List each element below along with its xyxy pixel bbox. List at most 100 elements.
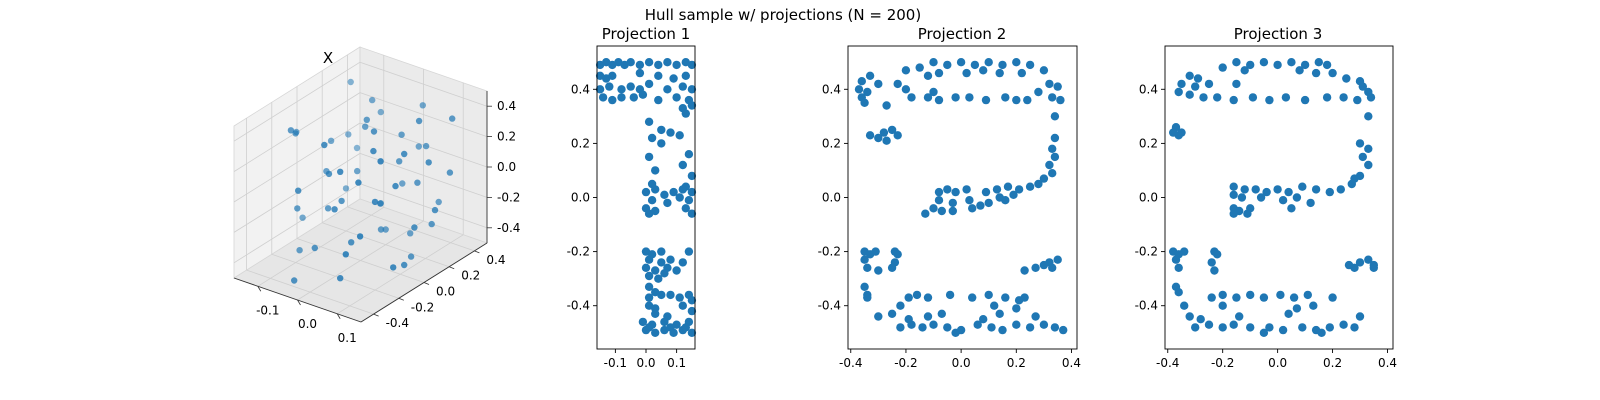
data-point: [1300, 95, 1310, 105]
data-point: [995, 68, 1004, 78]
data-point: [860, 282, 869, 291]
data-point: [968, 293, 977, 302]
data-point: [657, 139, 666, 148]
x-tick-label: 0.0: [952, 356, 971, 370]
data-point: [345, 131, 352, 138]
grid-line: [322, 222, 450, 268]
panel-projection-1: Projection 1 -0.1 0.0 0.1 -0.4 -0.2 0.0 0.2 0.4: [567, 25, 697, 370]
data-point: [635, 60, 645, 70]
data-point: [292, 130, 299, 137]
data-point: [678, 160, 687, 170]
data-point: [644, 209, 654, 218]
data-point: [1246, 60, 1255, 70]
x-tick-label: 0.0: [636, 356, 655, 370]
data-point: [1207, 293, 1216, 302]
grid-line: [347, 206, 475, 252]
data-point: [657, 290, 666, 300]
data-point: [687, 60, 697, 70]
data-point: [1031, 312, 1040, 321]
data-point: [1025, 323, 1035, 332]
data-point: [1364, 112, 1373, 121]
data-point: [1012, 304, 1021, 313]
data-point: [948, 206, 957, 216]
data-point: [1322, 60, 1332, 70]
data-point: [362, 123, 369, 130]
data-point: [1191, 82, 1200, 91]
grid-line: [359, 92, 488, 137]
data-point: [979, 315, 988, 324]
data-point: [411, 224, 418, 231]
data-point: [407, 253, 415, 260]
data-point: [1218, 323, 1227, 332]
data-point: [1213, 93, 1222, 102]
data-point: [1039, 66, 1049, 75]
data-point: [860, 98, 869, 108]
data-point: [325, 170, 333, 178]
data-point: [1287, 204, 1296, 213]
y-tick-label: -0.4: [567, 299, 590, 313]
data-point: [1284, 187, 1293, 197]
data-point: [598, 93, 608, 102]
data-point: [1311, 68, 1321, 78]
data-point: [687, 101, 697, 110]
y-tick-label: -0.2: [818, 245, 841, 259]
z-tick-label: 0.4: [497, 99, 516, 113]
data-point: [644, 152, 654, 162]
data-point: [1048, 263, 1057, 272]
data-point: [1347, 179, 1357, 189]
data-point: [595, 85, 605, 94]
data-point: [965, 196, 974, 205]
y-tick-label: -0.2: [411, 300, 434, 314]
data-point: [608, 71, 617, 81]
data-point: [684, 150, 694, 159]
data-point: [1174, 288, 1183, 297]
data-point: [923, 293, 933, 302]
data-point: [675, 193, 684, 202]
projection-3-title: Projection 3: [1234, 25, 1322, 43]
data-point: [1339, 320, 1348, 329]
data-point: [918, 323, 927, 332]
data-point: [331, 206, 338, 213]
data-point: [871, 247, 880, 256]
data-point: [1218, 301, 1227, 310]
data-point: [923, 312, 933, 321]
data-point: [296, 247, 303, 254]
data-point: [1355, 258, 1365, 267]
data-point: [1204, 320, 1214, 329]
data-point: [1336, 185, 1346, 194]
data-point: [1259, 328, 1269, 337]
data-point: [1180, 247, 1189, 256]
data-point: [1325, 323, 1335, 332]
data-point: [929, 87, 938, 97]
data-point: [1039, 260, 1049, 270]
data-point: [1251, 185, 1260, 194]
data-point: [657, 247, 666, 256]
y-tick-label: 0.2: [1139, 136, 1158, 150]
data-point: [415, 143, 422, 150]
y-tick-label: 0.2: [822, 136, 841, 150]
x-tick-label: 0.0: [298, 317, 317, 331]
data-point: [657, 258, 666, 267]
data-point: [1185, 71, 1194, 81]
data-point: [992, 185, 1002, 194]
data-point: [1012, 58, 1021, 67]
grid-line: [359, 61, 488, 107]
data-point: [904, 293, 913, 302]
data-point: [1364, 160, 1373, 170]
data-point: [1001, 196, 1010, 205]
data-point: [901, 66, 911, 75]
data-point: [943, 60, 952, 70]
x-tick-label: -0.1: [256, 303, 279, 317]
data-point: [644, 323, 654, 332]
data-point: [865, 131, 875, 140]
data-point: [879, 128, 889, 137]
data-point: [355, 179, 362, 186]
data-point: [675, 131, 684, 140]
data-point: [428, 220, 435, 228]
data-point: [860, 255, 869, 264]
data-point: [377, 158, 384, 165]
data-point: [1355, 139, 1365, 148]
data-point: [1278, 196, 1288, 205]
x-tick-mark: [297, 299, 301, 306]
y-tick-label: -0.4: [1135, 299, 1158, 313]
